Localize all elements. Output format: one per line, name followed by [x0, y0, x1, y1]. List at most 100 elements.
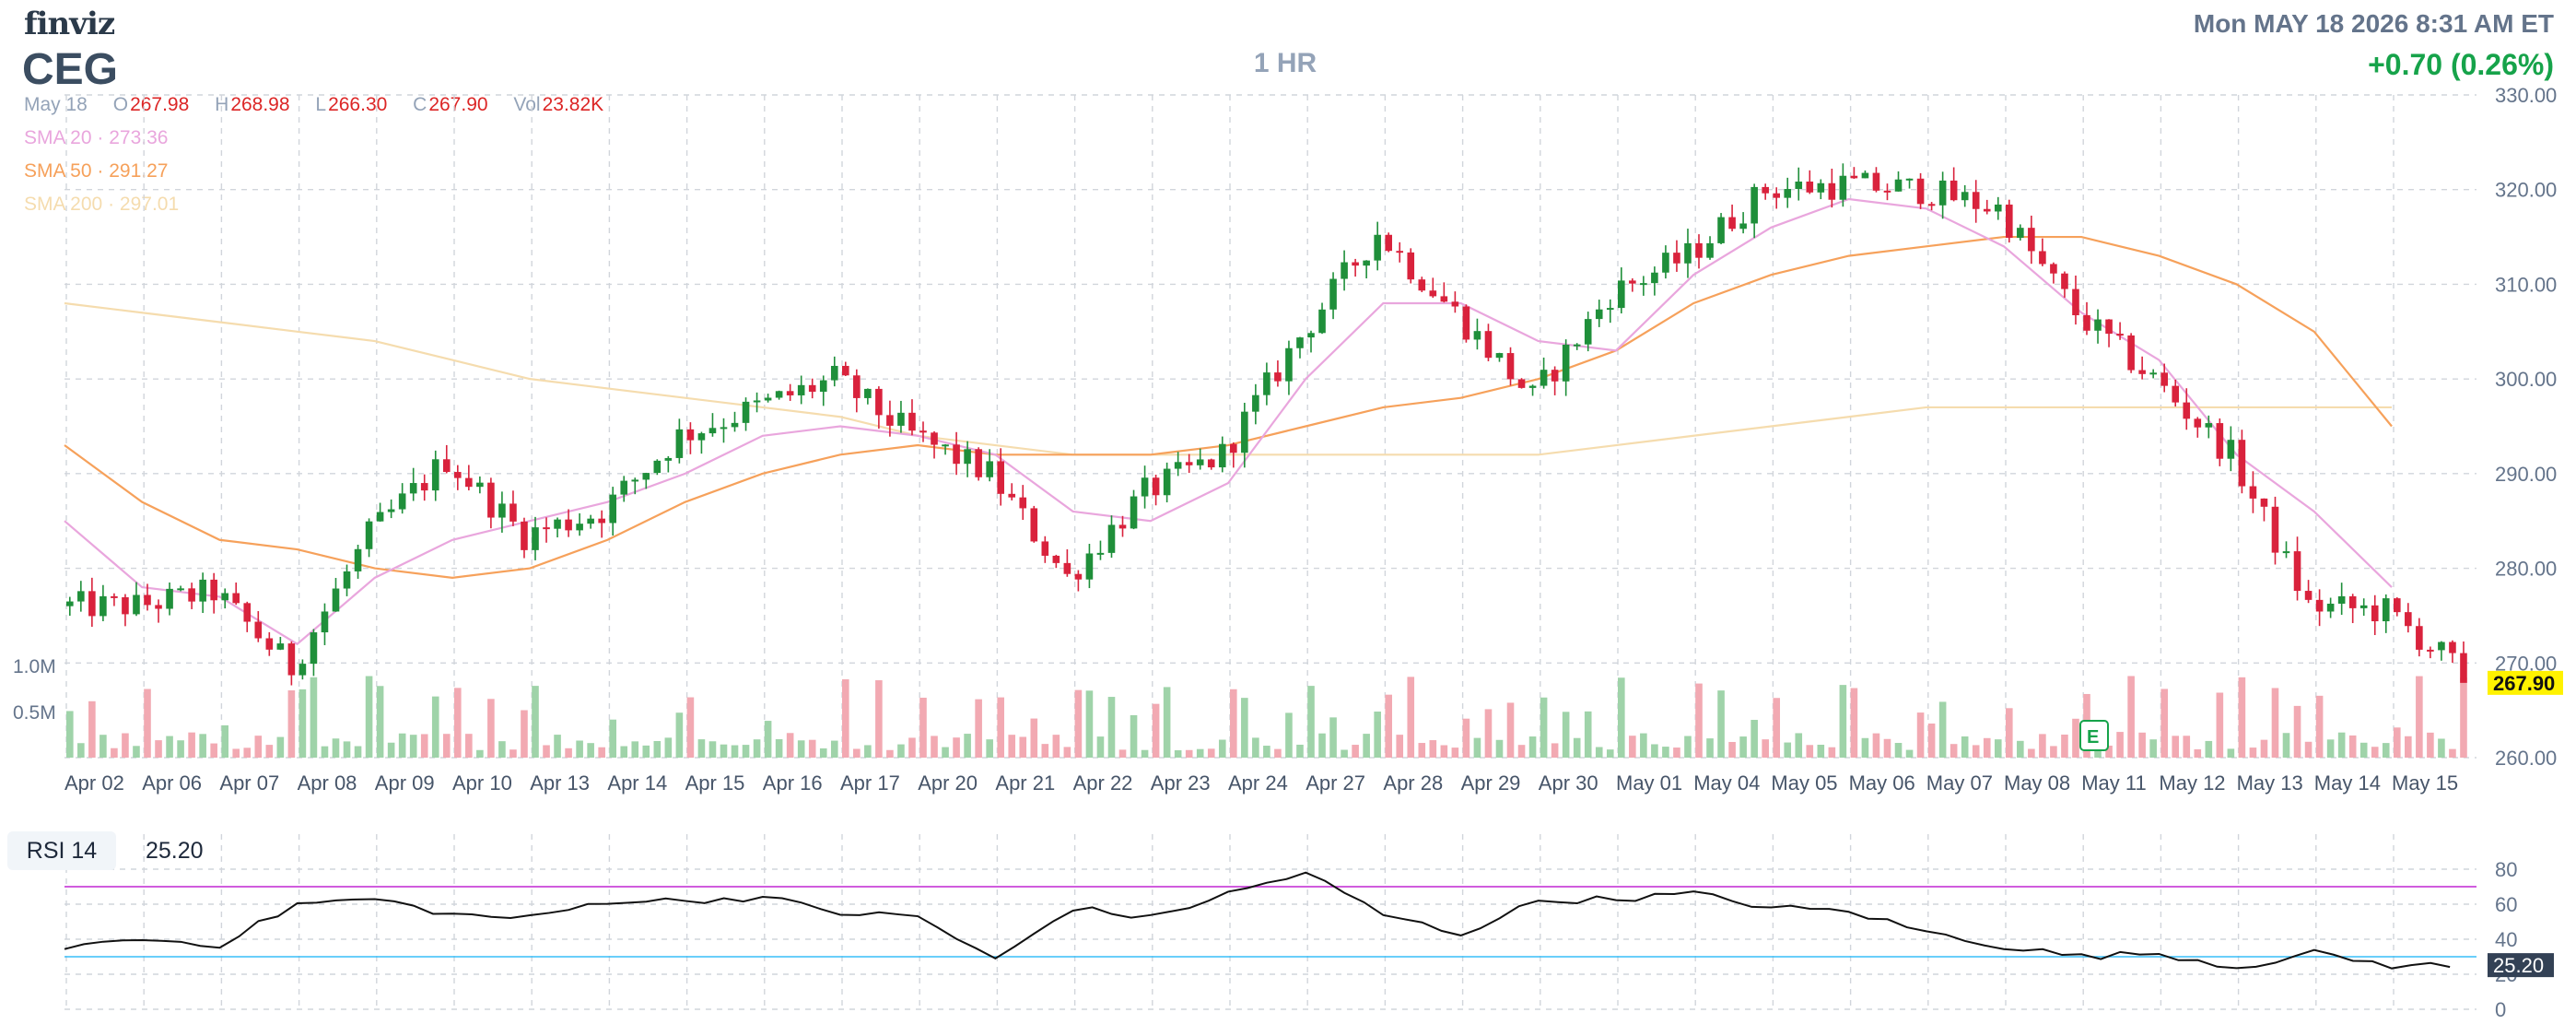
- volume-bar: [786, 733, 794, 758]
- volume-bar: [2238, 677, 2246, 758]
- candle-body: [2194, 418, 2202, 428]
- volume-bar: [2282, 733, 2290, 758]
- candle-body: [808, 384, 816, 393]
- volume-bar: [66, 711, 74, 758]
- volume-bar: [2460, 677, 2467, 758]
- date-label-4: Apr 09: [375, 771, 435, 795]
- volume-bar: [1662, 747, 1669, 758]
- volume-bar: [908, 737, 916, 758]
- candle-body: [786, 391, 794, 395]
- date-label-6: Apr 13: [530, 771, 590, 795]
- volume-bar: [376, 686, 384, 758]
- finviz-logo[interactable]: finviz: [24, 6, 115, 42]
- volume-bar: [1329, 717, 1337, 758]
- candle-body: [1706, 242, 1714, 258]
- date-label-11: Apr 20: [918, 771, 978, 795]
- volume-bar: [2028, 748, 2035, 758]
- candle-body: [2382, 598, 2390, 622]
- candle-body: [2371, 605, 2379, 622]
- volume-bar: [1773, 698, 1780, 758]
- volume-tick-1: 0.5M: [13, 702, 56, 724]
- volume-bar: [1905, 749, 1914, 758]
- candle-body: [1041, 541, 1049, 556]
- candle-body: [2216, 423, 2224, 459]
- candle-body: [1861, 172, 1869, 179]
- candle-body: [2039, 251, 2046, 265]
- volume-bar: [521, 710, 528, 758]
- date-label-7: Apr 14: [607, 771, 667, 795]
- volume-bar: [1651, 744, 1658, 758]
- candle-body: [697, 433, 706, 441]
- volume-bar: [2149, 739, 2157, 758]
- candle-body: [1451, 301, 1459, 307]
- candle-body: [1473, 331, 1481, 340]
- candle-body: [420, 483, 428, 491]
- candle-body: [875, 388, 883, 416]
- sma200-legend[interactable]: SMA 200 · 297.01: [24, 194, 180, 215]
- volume-bar: [243, 748, 252, 758]
- date-label-3: Apr 08: [298, 771, 357, 795]
- volume-bar: [1739, 736, 1747, 758]
- volume-bar: [897, 744, 905, 758]
- volume-bar: [631, 741, 639, 758]
- volume-bar: [1473, 737, 1481, 758]
- candle-body: [509, 503, 517, 522]
- volume-bar: [1551, 743, 1559, 758]
- price-tick-1: 320.00: [2495, 179, 2557, 202]
- volume-bar: [1595, 747, 1603, 758]
- volume-bar: [886, 749, 894, 758]
- volume-bar: [1684, 736, 1692, 758]
- volume-bar: [532, 686, 539, 758]
- chart-header: finviz CEG 1 HR Mon MAY 18 2026 8:31 AM …: [0, 0, 2576, 101]
- candle-body: [1584, 319, 1592, 345]
- candle-body: [609, 494, 616, 524]
- date-label-20: May 01: [1616, 771, 1682, 795]
- volume-bar: [465, 734, 473, 758]
- candle-body: [830, 365, 838, 381]
- rsi-tick-1: 60: [2495, 893, 2517, 916]
- candle-body: [1484, 331, 1493, 359]
- volume-bar: [2449, 748, 2456, 758]
- volume-bar: [1019, 736, 1027, 758]
- candle-body: [88, 591, 96, 617]
- candle-body: [1662, 253, 1669, 273]
- volume-bar: [1606, 749, 1614, 758]
- volume-bar: [653, 740, 662, 758]
- candle-body: [1506, 353, 1515, 380]
- sma20-legend[interactable]: SMA 20 · 273.36: [24, 127, 169, 148]
- candle-body: [1407, 252, 1415, 280]
- volume-bar: [543, 745, 550, 758]
- candle-body: [1629, 280, 1636, 284]
- volume-bar: [2160, 689, 2168, 758]
- candle-body: [1352, 262, 1359, 266]
- volume-bar: [598, 747, 605, 758]
- candle-body: [276, 643, 285, 650]
- candle-body: [1141, 477, 1149, 497]
- volume-bar: [953, 737, 960, 758]
- candle-body: [1961, 192, 1969, 201]
- candle-body: [1285, 347, 1293, 382]
- rsi-label[interactable]: RSI 14: [7, 831, 116, 870]
- volume-bar: [1495, 739, 1504, 758]
- volume-bar: [100, 735, 107, 758]
- date-label-1: Apr 06: [142, 771, 202, 795]
- candle-body: [1751, 186, 1758, 224]
- candle-body: [1263, 372, 1270, 395]
- volume-bar: [310, 677, 318, 758]
- candle-body: [431, 459, 439, 491]
- volume-bar: [77, 743, 85, 758]
- volume-bar: [2315, 695, 2324, 758]
- volume-bar: [1352, 745, 1359, 758]
- volume-bar: [1562, 712, 1570, 758]
- sma50-legend[interactable]: SMA 50 · 291.27: [24, 160, 169, 182]
- volume-bar: [797, 740, 805, 758]
- timeframe-label[interactable]: 1 HR: [1253, 48, 1317, 78]
- sma50-line: [64, 235, 2393, 579]
- volume-bar: [1440, 745, 1448, 758]
- candle-body: [886, 415, 894, 426]
- sma20-value: 273.36: [109, 127, 169, 148]
- candle-body: [587, 518, 594, 524]
- volume-bar: [2061, 734, 2068, 758]
- volume-bar: [1994, 739, 2002, 758]
